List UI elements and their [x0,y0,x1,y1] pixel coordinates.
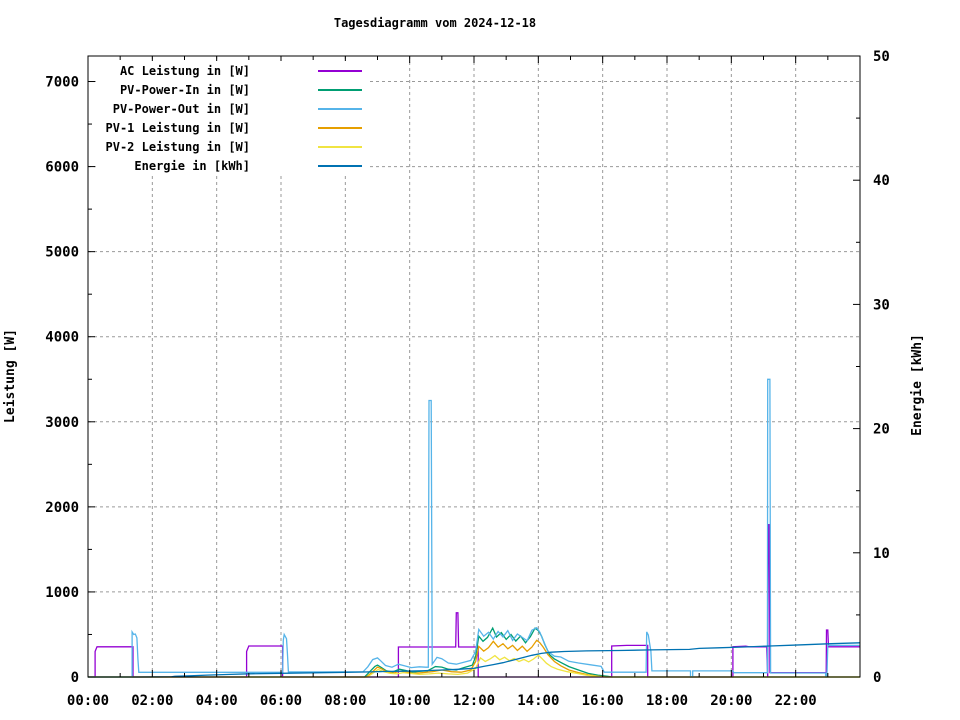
y-tick-label: 2000 [45,500,79,516]
legend-line-sample-pv-power-in [318,88,362,91]
y-tick-label: 4000 [45,330,79,346]
legend-label-energie: Energie in [kWh] [134,158,250,173]
legend-label-pv-power-in: PV-Power-In in [W] [119,82,250,97]
y2-tick-label: 50 [873,49,890,65]
legend-line-sample-pv-power-out [318,107,362,110]
y-tick-label: 6000 [45,160,79,176]
legend-item-pv1-leistung: PV-1 Leistung in [W] [96,118,368,137]
axes [87,55,861,678]
y-tick-label: 0 [71,670,79,686]
x-tick-label: 10:00 [389,693,431,709]
x-tick-label: 22:00 [775,693,817,709]
y-tick-label: 1000 [45,585,79,601]
x-tick-label: 08:00 [324,693,366,709]
chart-title: Tagesdiagramm vom 2024-12-18 [333,16,537,30]
x-tick-label: 12:00 [453,693,495,709]
legend-line-sample-pv2-leistung [318,145,362,148]
x-tick-label: 20:00 [710,693,752,709]
legend-label-pv1-leistung: PV-1 Leistung in [W] [105,120,251,135]
series-pv-power-in [88,626,860,678]
y-tick-label: 7000 [45,75,79,91]
x-tick-label: 04:00 [196,693,238,709]
legend-line-sample-pv1-leistung [318,126,362,129]
legend-label-pv2-leistung: PV-2 Leistung in [W] [105,139,251,154]
legend-item-ac-leistung: AC Leistung in [W] [96,61,368,80]
y-axis-label: Leistung [W] [3,329,18,423]
series-pv2-leistung [88,654,860,678]
tick-labels: 00:00 02:00 04:00 06:00 08:00 10:00 12:00 14:00… [45,49,890,709]
y-tick-label: 3000 [45,415,79,431]
x-tick-label: 18:00 [646,693,688,709]
y2-tick-label: 30 [873,297,890,313]
y-tick-label: 5000 [45,245,79,261]
y2-tick-label: 0 [873,670,881,686]
x-tick-label: 14:00 [517,693,559,709]
legend-item-pv-power-out: PV-Power-Out in [W] [96,99,368,118]
series-energie [88,642,861,678]
legend-line-sample-ac-leistung [318,69,362,72]
y2-tick-label: 10 [873,546,890,562]
legend-item-pv2-leistung: PV-2 Leistung in [W] [96,137,368,156]
y2-axis-label: Energie [kWh] [910,334,925,436]
legend-line-sample-energie [318,164,362,167]
x-tick-label: 00:00 [67,693,109,709]
x-tick-label: 02:00 [131,693,173,709]
x-tick-label: 06:00 [260,693,302,709]
legend-label-pv-power-out: PV-Power-Out in [W] [112,101,250,116]
legend-item-pv-power-in: PV-Power-In in [W] [96,80,368,99]
legend-item-energie: Energie in [kWh] [96,156,368,175]
series-pv-power-out [88,378,860,678]
x-tick-label: 16:00 [582,693,624,709]
y2-tick-label: 40 [873,173,890,189]
y2-tick-label: 20 [873,422,890,438]
legend-label-ac-leistung: AC Leistung in [W] [119,63,250,78]
legend: AC Leistung in [W] PV-Power-In in [W] PV-P… [96,61,368,175]
